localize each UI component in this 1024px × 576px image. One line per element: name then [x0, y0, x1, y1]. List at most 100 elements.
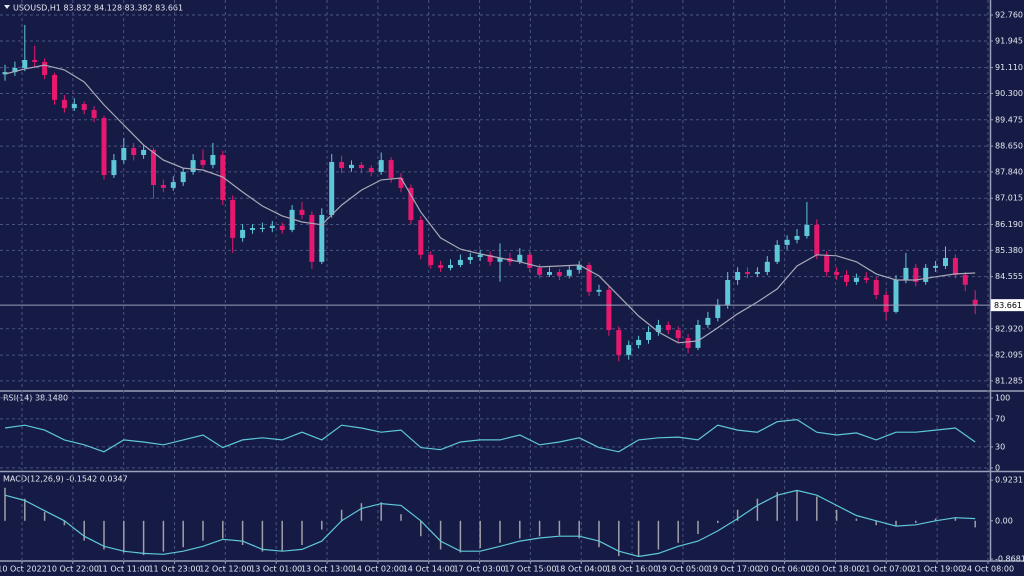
candle-body: [527, 254, 533, 268]
candle-body: [12, 67, 18, 73]
macd-bar: [4, 487, 6, 521]
x-tick-label: 21 Oct 07:00: [860, 565, 912, 574]
x-tick-label: 11 Oct 23:00: [148, 565, 200, 574]
x-tick-label: 24 Oct 08:00: [962, 565, 1014, 574]
candle-body: [358, 164, 364, 169]
macd-bar: [222, 520, 224, 539]
y-tick-label: 70: [995, 414, 1005, 423]
x-tick-label: 17 Oct 15:00: [504, 565, 556, 574]
macd-bar: [558, 520, 561, 536]
x-tick-label: 19 Oct 05:00: [657, 565, 709, 574]
x-tick-label: 10 Oct 22:00: [47, 565, 99, 574]
candle-body: [497, 257, 503, 262]
y-tick-label: 0: [995, 463, 1000, 472]
candle-body: [329, 162, 335, 215]
candle-body: [91, 110, 97, 119]
menu-arrow[interactable]: [4, 5, 10, 9]
x-tick-label: 20 Oct 18:00: [809, 565, 861, 574]
candle-body: [61, 99, 67, 109]
candle-body: [378, 160, 384, 172]
candle-body: [448, 265, 453, 268]
macd-bar: [142, 520, 145, 556]
candle-body: [151, 149, 156, 185]
macd-bar: [380, 502, 382, 521]
candle-body: [794, 235, 800, 240]
macd-bar: [459, 520, 462, 553]
macd-bar: [123, 520, 125, 553]
candle-body: [368, 168, 374, 172]
macd-signal: [4, 489, 976, 558]
candle-body: [586, 265, 592, 292]
x-tick-label: 12 Oct 12:00: [199, 565, 251, 574]
macd-bar: [697, 520, 699, 535]
candle-body: [279, 225, 285, 230]
candle-body: [725, 279, 731, 305]
x-tick-label: 18 Oct 04:00: [555, 565, 607, 574]
macd-bar: [974, 520, 976, 528]
candle-body: [71, 103, 77, 109]
macd-bar: [816, 496, 818, 521]
y-tick-label: 88.650: [995, 142, 1023, 151]
macd-bar: [598, 520, 600, 548]
candle-body: [2, 72, 8, 75]
candle-body: [943, 257, 948, 266]
candle-body: [180, 171, 186, 183]
candle-body: [606, 289, 612, 331]
candle-body: [269, 225, 275, 229]
candle-body: [259, 228, 265, 230]
candle-body: [200, 160, 206, 165]
candle-body: [81, 103, 87, 111]
candle-body: [121, 147, 127, 161]
candle-body: [349, 164, 354, 169]
macd-bar: [637, 520, 640, 557]
y-tick-label: 84.555: [995, 272, 1023, 281]
candle-body: [160, 184, 166, 188]
macd-bar: [182, 520, 184, 548]
macd-bar: [954, 517, 957, 521]
candle-body: [190, 160, 196, 172]
candle-body: [804, 224, 810, 236]
y-tick-label: 82.095: [995, 351, 1023, 360]
y-tick-label: 89.475: [995, 115, 1023, 124]
macd-bar: [578, 520, 580, 539]
candle-body: [42, 61, 48, 75]
candle-body: [774, 244, 780, 262]
candle-body: [844, 274, 849, 282]
candle-body: [537, 267, 543, 275]
candle-body: [52, 74, 57, 100]
candle-body: [556, 272, 562, 276]
candle-body: [616, 330, 622, 355]
x-tick-label: 17 Oct 03:00: [453, 565, 505, 574]
candle-body: [705, 317, 711, 325]
macd-bar: [519, 520, 521, 539]
macd-bar: [934, 518, 937, 521]
y-tick-label: -0.8681: [995, 555, 1024, 564]
chart-title: USOUSD,H1 83.832 84.128 83.382 83.661: [13, 4, 183, 13]
candle-body: [517, 254, 523, 262]
candle-body: [695, 324, 701, 348]
candle-body: [467, 257, 473, 260]
x-tick-label: 10 Oct 2022: [0, 565, 47, 574]
macd-bar: [855, 518, 858, 521]
candle-body: [655, 324, 661, 332]
candle-body: [883, 294, 889, 312]
x-tick-label: 20 Oct 06:00: [759, 565, 811, 574]
candle-body: [566, 269, 572, 276]
candle-body: [339, 162, 345, 169]
macd-bar: [420, 520, 422, 537]
candle-body: [596, 289, 602, 292]
candle-body: [547, 272, 552, 275]
macd-bar: [340, 509, 343, 521]
macd-bar: [479, 520, 481, 549]
candle-body: [863, 277, 869, 280]
macd-bar: [400, 514, 402, 521]
candle-body: [457, 259, 463, 266]
y-tick-label: 30: [995, 442, 1005, 451]
candle-body: [388, 160, 394, 178]
candle-body: [754, 272, 760, 274]
candle-body: [972, 299, 978, 306]
last-price-label: 83.661: [994, 301, 1022, 310]
y-tick-label: 87.015: [995, 194, 1023, 203]
